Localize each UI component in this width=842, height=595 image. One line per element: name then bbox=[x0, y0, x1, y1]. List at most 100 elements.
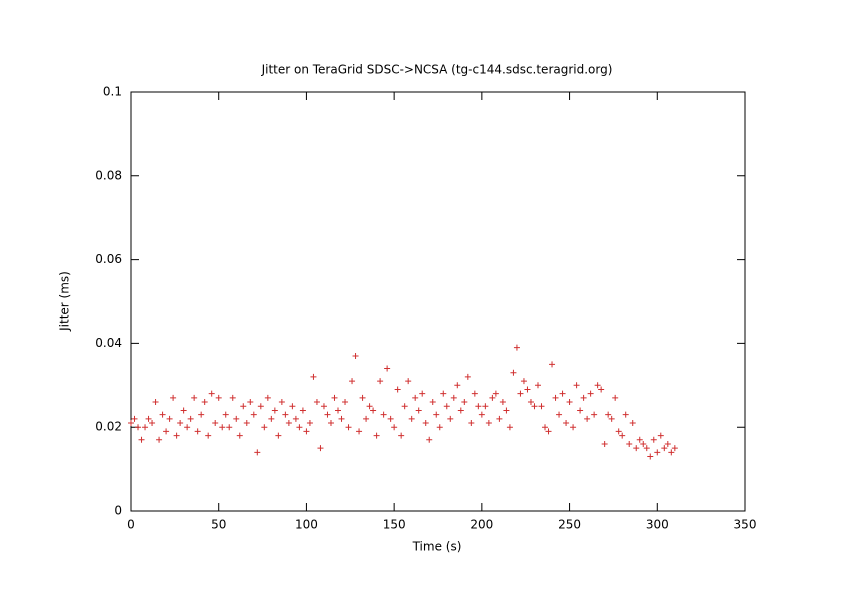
point bbox=[429, 399, 436, 406]
point bbox=[489, 394, 496, 401]
point bbox=[443, 403, 450, 410]
point bbox=[163, 428, 170, 435]
point bbox=[359, 394, 366, 401]
point bbox=[226, 424, 233, 431]
point bbox=[377, 378, 384, 385]
point bbox=[391, 424, 398, 431]
point bbox=[149, 420, 156, 427]
point bbox=[131, 415, 138, 422]
point bbox=[475, 403, 482, 410]
point bbox=[629, 420, 636, 427]
point bbox=[664, 440, 671, 447]
point bbox=[605, 411, 612, 418]
point bbox=[180, 407, 187, 414]
point bbox=[559, 390, 566, 397]
point bbox=[236, 432, 243, 439]
point bbox=[345, 424, 352, 431]
point bbox=[289, 403, 296, 410]
x-tick-label: 150 bbox=[383, 518, 406, 532]
y-tick-label: 0.02 bbox=[95, 420, 122, 434]
point bbox=[591, 411, 598, 418]
point bbox=[145, 415, 152, 422]
point bbox=[243, 420, 250, 427]
point bbox=[636, 436, 643, 443]
point bbox=[398, 432, 405, 439]
point bbox=[170, 394, 177, 401]
point bbox=[278, 399, 285, 406]
point bbox=[394, 386, 401, 393]
point bbox=[250, 411, 257, 418]
point bbox=[405, 378, 412, 385]
point bbox=[306, 420, 313, 427]
point bbox=[499, 399, 506, 406]
point bbox=[633, 445, 640, 452]
point bbox=[320, 403, 327, 410]
point bbox=[626, 440, 633, 447]
point bbox=[401, 403, 408, 410]
point bbox=[608, 415, 615, 422]
point bbox=[331, 394, 338, 401]
y-tick-label: 0.08 bbox=[95, 168, 122, 182]
y-axis-label: Jitter (ms) bbox=[58, 271, 72, 332]
point bbox=[261, 424, 268, 431]
point bbox=[187, 415, 194, 422]
y-tick-label: 0 bbox=[114, 504, 122, 518]
point bbox=[668, 449, 675, 456]
point bbox=[454, 382, 461, 389]
point bbox=[598, 386, 605, 393]
point bbox=[657, 432, 664, 439]
point bbox=[240, 403, 247, 410]
point bbox=[503, 407, 510, 414]
point bbox=[156, 436, 163, 443]
point bbox=[205, 432, 212, 439]
x-tick-label: 200 bbox=[470, 518, 493, 532]
x-tick-label: 50 bbox=[211, 518, 226, 532]
point bbox=[327, 420, 334, 427]
point bbox=[580, 394, 587, 401]
point bbox=[570, 424, 577, 431]
point bbox=[373, 432, 380, 439]
chart-title: Jitter on TeraGrid SDSC->NCSA (tg-c144.s… bbox=[261, 63, 613, 77]
point bbox=[219, 424, 226, 431]
point bbox=[222, 411, 229, 418]
point bbox=[552, 394, 559, 401]
point bbox=[370, 407, 377, 414]
point bbox=[292, 415, 299, 422]
point bbox=[584, 415, 591, 422]
point bbox=[233, 415, 240, 422]
point bbox=[184, 424, 191, 431]
point bbox=[380, 411, 387, 418]
point bbox=[468, 420, 475, 427]
point bbox=[166, 415, 173, 422]
point bbox=[671, 445, 678, 452]
point bbox=[152, 399, 159, 406]
point bbox=[408, 415, 415, 422]
point bbox=[387, 415, 394, 422]
x-tick-label: 350 bbox=[734, 518, 757, 532]
point bbox=[577, 407, 584, 414]
x-tick-label: 100 bbox=[295, 518, 318, 532]
point bbox=[615, 428, 622, 435]
point bbox=[601, 440, 608, 447]
point bbox=[257, 403, 264, 410]
plot-frame bbox=[130, 91, 746, 512]
point bbox=[177, 420, 184, 427]
point bbox=[640, 440, 647, 447]
point bbox=[594, 382, 601, 389]
point bbox=[643, 445, 650, 452]
point bbox=[212, 420, 219, 427]
point bbox=[538, 403, 545, 410]
point bbox=[482, 403, 489, 410]
point bbox=[303, 428, 310, 435]
point bbox=[534, 382, 541, 389]
point bbox=[549, 361, 556, 368]
point bbox=[268, 415, 275, 422]
point bbox=[208, 390, 215, 397]
point bbox=[527, 399, 534, 406]
point bbox=[556, 411, 563, 418]
y-tick-label: 0.04 bbox=[95, 336, 122, 350]
point bbox=[338, 415, 345, 422]
point bbox=[457, 407, 464, 414]
point bbox=[324, 411, 331, 418]
point bbox=[650, 436, 657, 443]
